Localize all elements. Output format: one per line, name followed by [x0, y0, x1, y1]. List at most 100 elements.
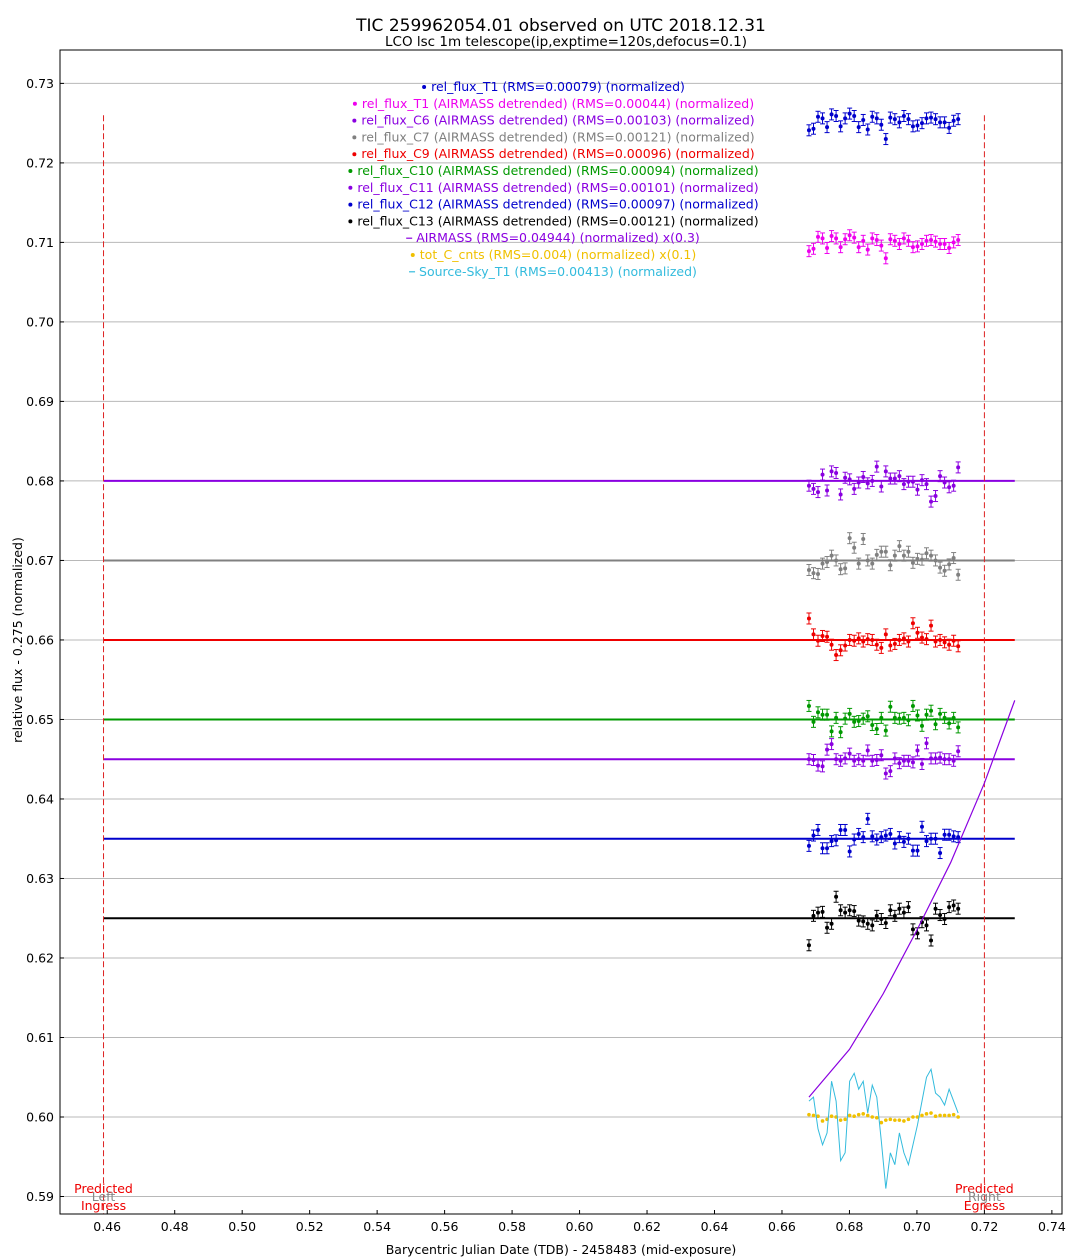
data-point — [902, 1119, 906, 1123]
x-axis-label: Barycentric Julian Date (TDB) - 2458483 … — [386, 1242, 737, 1257]
series-2 — [806, 460, 961, 508]
data-point — [870, 758, 875, 763]
data-point — [856, 831, 861, 836]
data-point — [947, 1113, 951, 1118]
series-4 — [806, 612, 961, 662]
data-point — [834, 838, 839, 843]
data-point — [870, 561, 875, 566]
data-point — [933, 836, 938, 841]
data-point — [892, 553, 897, 558]
data-point — [910, 621, 915, 626]
data-point — [811, 246, 816, 251]
data-point — [865, 558, 870, 563]
series-1 — [806, 229, 961, 265]
data-point — [956, 1115, 960, 1119]
y-tick-label: 0.71 — [26, 235, 54, 250]
plot-frame — [59, 49, 1063, 1215]
data-point — [811, 719, 816, 724]
data-point — [906, 238, 911, 243]
data-point — [929, 238, 934, 243]
source-sky-line — [808, 1067, 959, 1189]
legend-point-marker — [352, 118, 357, 123]
data-point — [874, 464, 879, 469]
data-point — [852, 758, 857, 763]
data-point — [806, 703, 811, 708]
data-point — [852, 719, 857, 724]
data-point — [883, 833, 888, 838]
data-point — [906, 905, 911, 910]
data-point — [956, 835, 961, 840]
data-point — [956, 465, 961, 470]
data-point — [901, 758, 906, 763]
data-point — [825, 925, 830, 930]
data-point — [938, 242, 943, 246]
data-point — [820, 561, 825, 566]
data-point — [829, 642, 834, 647]
data-point — [861, 238, 866, 243]
data-point — [856, 245, 861, 250]
data-point — [910, 124, 915, 129]
data-point — [951, 1112, 956, 1117]
data-point — [938, 120, 943, 125]
y-tick-label: 0.66 — [26, 632, 54, 647]
data-point — [852, 1114, 856, 1119]
data-point — [856, 918, 861, 923]
data-point — [816, 763, 821, 768]
legend-entry-label: rel_flux_C11 (AIRMASS detrended) (RMS=0.… — [357, 180, 758, 195]
y-tick-label: 0.64 — [26, 791, 54, 806]
data-point — [825, 560, 830, 565]
data-point — [951, 758, 956, 763]
data-point — [892, 117, 897, 122]
data-point — [870, 637, 875, 642]
data-point — [942, 568, 947, 573]
data-point — [924, 1112, 929, 1116]
x-axis-ticks: 0.46 0.48 0.50 0.52 0.54 0.56 0.58 0.60 0.62 0.64… — [93, 1210, 1066, 1234]
data-point — [811, 632, 816, 637]
data-point — [811, 1113, 816, 1118]
data-point — [938, 851, 943, 856]
x-tick-label: 0.62 — [633, 1219, 661, 1234]
data-point — [847, 908, 852, 913]
data-point — [879, 122, 884, 127]
data-point — [956, 725, 961, 730]
data-point — [847, 1113, 852, 1118]
data-point — [843, 910, 848, 915]
x-tick-label: 0.68 — [836, 1219, 864, 1234]
data-point — [915, 713, 920, 718]
data-point — [843, 237, 848, 242]
data-point — [924, 551, 929, 556]
data-point — [883, 921, 888, 925]
data-point — [829, 921, 834, 926]
data-point — [816, 910, 821, 915]
data-point — [892, 756, 897, 761]
data-point — [924, 238, 929, 243]
data-point — [838, 245, 843, 250]
data-point — [893, 1118, 897, 1122]
data-point — [874, 1115, 879, 1120]
data-point — [820, 116, 825, 121]
data-point — [942, 640, 947, 645]
data-point — [892, 841, 897, 846]
data-point — [816, 827, 821, 832]
legend-point-marker — [352, 135, 357, 140]
data-point — [897, 637, 902, 642]
data-point — [938, 711, 943, 716]
data-point — [919, 478, 924, 483]
data-point — [915, 931, 920, 936]
data-point — [897, 544, 902, 549]
data-point — [947, 562, 952, 567]
data-point — [915, 848, 920, 853]
legend-entry-label: rel_flux_C12 (AIRMASS detrended) (RMS=0.… — [357, 197, 758, 212]
data-point — [924, 482, 929, 487]
legend: rel_flux_T1 (RMS=0.00079) (normalized) re… — [348, 79, 759, 279]
data-point — [829, 112, 834, 117]
data-point — [924, 923, 929, 928]
data-point — [829, 742, 834, 747]
legend-entry-label: rel_flux_T1 (AIRMASS detrended) (RMS=0.0… — [362, 96, 754, 111]
x-tick-label: 0.56 — [431, 1219, 459, 1234]
data-point — [838, 124, 843, 129]
data-point — [884, 1118, 888, 1122]
left-marker-label-top: Predicted — [74, 1181, 133, 1196]
